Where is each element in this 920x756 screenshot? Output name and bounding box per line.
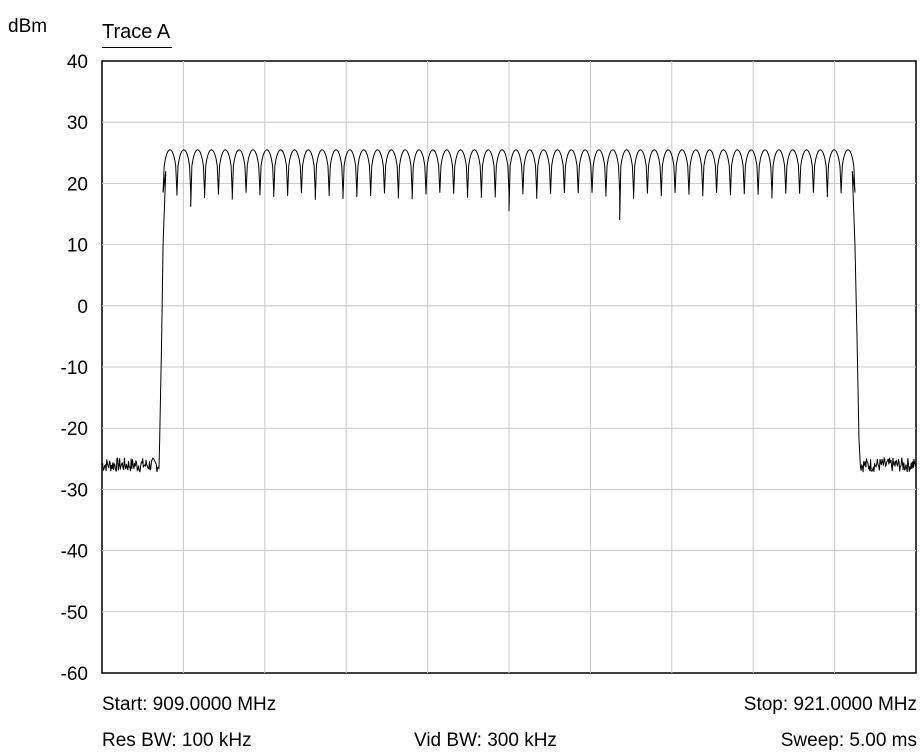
y-tick-label: -40 [61,542,88,563]
y-tick-labels: 40 30 20 10 0 -10 -20 -30 -40 -50 -60 [61,52,88,685]
y-tick-label: -30 [61,480,88,501]
y-tick-label: 10 [67,236,88,257]
resolution-bandwidth: Res BW: 100 kHz [102,730,252,751]
y-axis-unit-label: dBm [8,16,48,37]
stop-frequency: Stop: 921.0000 MHz [743,694,917,715]
video-bandwidth: Vid BW: 300 kHz [414,730,557,751]
y-tick-label: 40 [67,52,88,73]
trace-a-line [101,149,917,473]
y-tick-label: -50 [61,603,88,624]
y-tick-label: -20 [61,419,88,440]
legend-trace-label: Trace A [102,21,171,43]
y-tick-label: 30 [67,113,88,134]
start-frequency: Start: 909.0000 MHz [102,694,277,715]
y-tick-label: -10 [61,358,88,379]
legend-underline [102,47,172,48]
y-tick-label: -60 [61,664,88,685]
horizontal-gridlines [102,121,916,613]
sweep-time: Sweep: 5.00 ms [780,730,917,751]
y-tick-label: 0 [77,297,88,318]
y-tick-label: 20 [67,174,88,195]
